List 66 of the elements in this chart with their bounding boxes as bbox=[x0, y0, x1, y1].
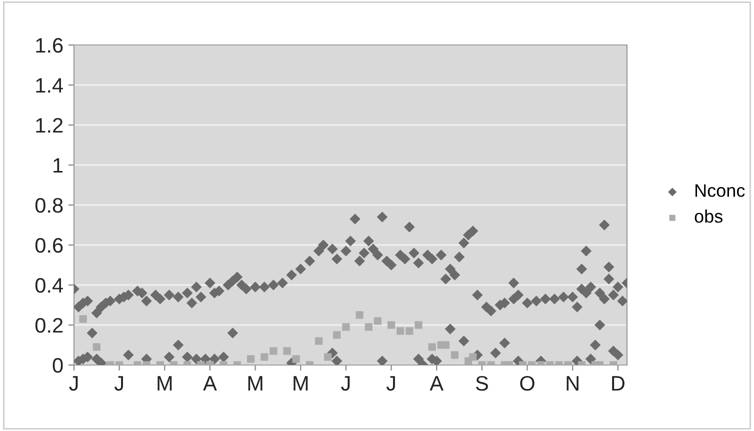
y-tick-label: 1 bbox=[54, 158, 63, 173]
point bbox=[374, 317, 382, 325]
legend-label: Nconc bbox=[696, 184, 745, 197]
point bbox=[79, 315, 87, 323]
point bbox=[442, 341, 450, 349]
x-tick-label: J bbox=[69, 376, 78, 391]
x-tick-label: J bbox=[114, 376, 123, 391]
y-tick-label: 0.6 bbox=[35, 238, 63, 253]
x-tick-label: N bbox=[566, 376, 578, 391]
point bbox=[260, 353, 268, 361]
x-tick-label: J bbox=[386, 376, 395, 391]
point bbox=[182, 352, 193, 362]
point bbox=[406, 327, 414, 335]
x-tick-label: M bbox=[158, 376, 172, 391]
y-tick-label: 0.8 bbox=[35, 198, 63, 213]
point bbox=[458, 336, 470, 346]
point bbox=[594, 320, 606, 330]
point bbox=[164, 352, 175, 362]
y-tick-label: 0.2 bbox=[35, 318, 63, 333]
point bbox=[246, 355, 255, 363]
x-tick-label: S bbox=[476, 376, 488, 391]
point bbox=[428, 343, 436, 351]
y-tick-label: 0.4 bbox=[35, 278, 63, 293]
point bbox=[413, 354, 424, 364]
point bbox=[356, 311, 364, 319]
point bbox=[342, 323, 350, 331]
x-tick-label: D bbox=[612, 376, 624, 391]
point bbox=[92, 343, 100, 351]
legend-label: obs bbox=[694, 210, 722, 223]
x-tick-label: M bbox=[248, 376, 262, 391]
x-tick-label: J bbox=[341, 376, 350, 391]
point bbox=[314, 337, 323, 345]
x-tick-label: A bbox=[203, 376, 217, 391]
point bbox=[450, 351, 459, 359]
point bbox=[324, 353, 332, 361]
y-tick-label: 1.6 bbox=[36, 38, 63, 53]
point bbox=[292, 355, 300, 363]
point bbox=[283, 347, 291, 355]
x-tick-label: M bbox=[294, 376, 308, 391]
point bbox=[332, 356, 342, 365]
point bbox=[508, 278, 520, 288]
point bbox=[364, 323, 372, 331]
point bbox=[227, 328, 238, 338]
point bbox=[414, 321, 422, 329]
point bbox=[376, 356, 388, 365]
point bbox=[576, 264, 588, 274]
x-tick-label: O bbox=[520, 376, 534, 391]
y-tick-label: 0 bbox=[52, 358, 63, 373]
point bbox=[444, 324, 456, 334]
point bbox=[333, 331, 341, 339]
point bbox=[396, 327, 404, 335]
point bbox=[270, 347, 278, 355]
point bbox=[123, 350, 134, 360]
point bbox=[612, 350, 624, 360]
point bbox=[585, 354, 596, 364]
point bbox=[387, 321, 396, 329]
point bbox=[172, 340, 184, 350]
x-tick-label: A bbox=[430, 376, 444, 391]
point bbox=[469, 353, 477, 361]
point bbox=[499, 338, 510, 348]
y-tick-label: 1.4 bbox=[36, 78, 63, 93]
y-tick-label: 1.2 bbox=[36, 118, 63, 133]
point bbox=[218, 352, 229, 362]
point bbox=[603, 274, 614, 284]
point bbox=[598, 220, 610, 230]
point bbox=[580, 246, 592, 256]
